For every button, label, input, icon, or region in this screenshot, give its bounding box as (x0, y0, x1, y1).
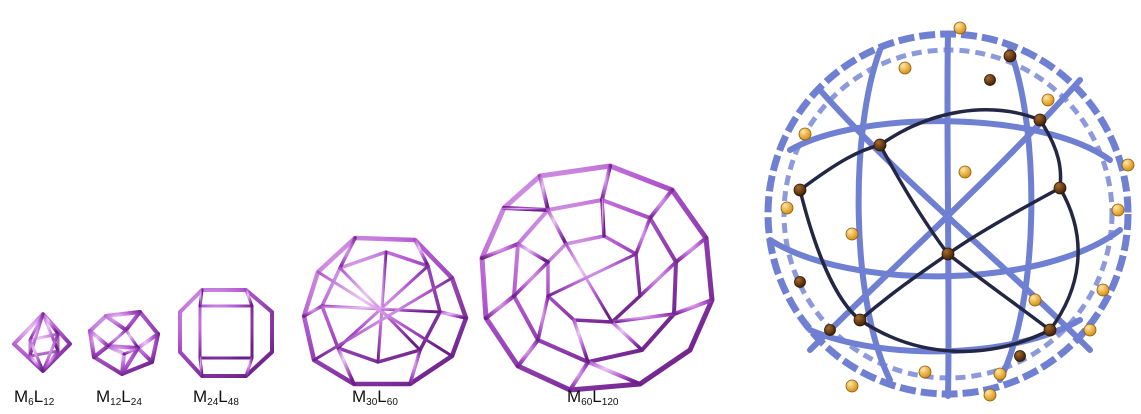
dark-ligand-arcs (798, 108, 1080, 354)
cage-m12l24 (88, 310, 160, 376)
cage-m30l60 (301, 235, 469, 387)
label-ligand: L (592, 387, 602, 406)
label-ligand-count: 60 (386, 397, 398, 408)
cage-m24l48 (178, 288, 274, 378)
label-ligand-count: 120 (601, 397, 619, 408)
label-metal-count: 24 (207, 397, 219, 408)
label-m12l24: M12L24 (96, 387, 142, 408)
label-metal: M (567, 387, 582, 406)
label-metal: M (352, 387, 367, 406)
label-ligand: L (121, 387, 131, 406)
label-m30l60: M30L60 (352, 387, 398, 408)
label-ligand: L (33, 387, 44, 406)
cage-m60l120 (479, 163, 715, 393)
label-m24l48: M24L48 (193, 387, 239, 408)
label-m6l12: M6L12 (14, 387, 54, 408)
blue-ligand-arcs (767, 31, 1123, 399)
label-ligand-count: 12 (43, 397, 55, 408)
label-metal-count: 6 (28, 397, 34, 408)
label-metal-count: 30 (366, 397, 378, 408)
label-ligand-count: 48 (227, 397, 239, 408)
cage-m6l12 (12, 312, 72, 373)
label-m60l120: M60L120 (567, 387, 618, 408)
label-metal: M (96, 387, 111, 406)
molecular-model (764, 21, 1135, 402)
label-metal-count: 60 (581, 397, 593, 408)
label-metal: M (193, 387, 208, 406)
label-metal-count: 12 (110, 397, 122, 408)
brown-metal-nodes (793, 49, 1067, 362)
label-ligand-count: 24 (130, 397, 142, 408)
label-metal: M (14, 387, 29, 406)
label-ligand: L (377, 387, 387, 406)
label-ligand: L (218, 387, 228, 406)
gold-metal-nodes (780, 21, 1135, 402)
